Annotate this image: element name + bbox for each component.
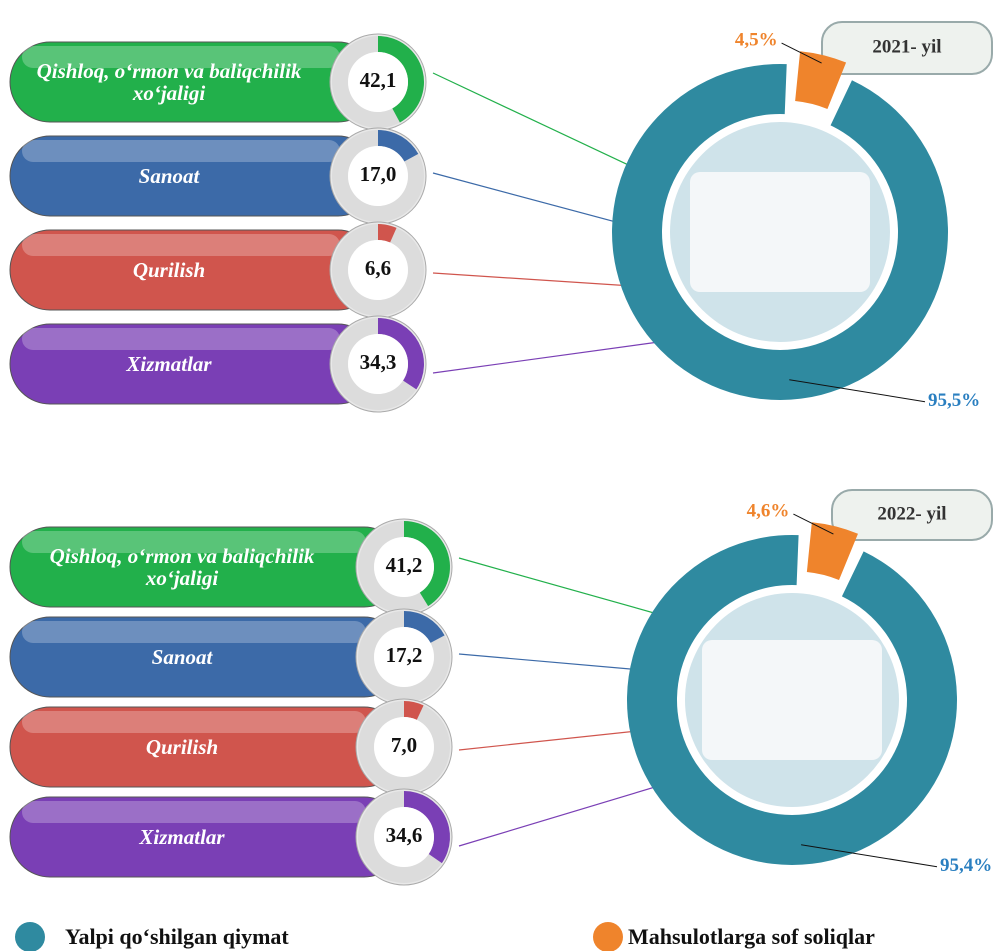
infographic: 42,1 17,0 6,6 34,3 2021- yil 4,5% 95,5% 41,2 17,… [0, 0, 1004, 951]
center-picture [702, 640, 882, 760]
value-label: 6,6 [365, 256, 391, 280]
chart-title: 2022- yil [877, 503, 946, 524]
connector [433, 343, 655, 374]
donut-slice [807, 522, 858, 580]
value-label: 34,6 [386, 823, 423, 847]
donut-slice [795, 51, 846, 109]
value-label: 34,3 [360, 350, 397, 374]
value-label: 95,5% [928, 390, 980, 411]
connector [433, 73, 655, 178]
legend-label: Yalpi qo‘shilgan qiymat [65, 924, 289, 949]
category-label: Qishloq, o‘rmon va baliqchilik xo‘jaligi [30, 44, 308, 120]
category-label: Xizmatlar [30, 326, 308, 402]
value-label: 41,2 [386, 553, 423, 577]
category-label: Qurilish [30, 709, 334, 785]
category-label: Sanoat [30, 138, 308, 214]
center-picture [690, 172, 870, 292]
connector [459, 783, 670, 847]
value-label: 4,6% [747, 500, 790, 521]
value-label: 4,5% [735, 29, 778, 50]
value-label: 7,0 [391, 733, 417, 757]
chart-title: 2021- yil [872, 36, 941, 57]
value-label: 95,4% [940, 855, 992, 876]
legend-label: Mahsulotlarga sof soliqlar [628, 924, 875, 949]
category-label: Qurilish [30, 232, 308, 308]
value-label: 17,0 [360, 162, 397, 186]
connector [459, 558, 670, 618]
legend-swatch [15, 922, 45, 951]
value-label: 42,1 [360, 68, 397, 92]
category-label: Xizmatlar [30, 799, 334, 875]
legend-swatch [593, 922, 623, 951]
category-label: Sanoat [30, 619, 334, 695]
category-label: Qishloq, o‘rmon va baliqchilik xo‘jaligi [30, 529, 334, 605]
value-label: 17,2 [386, 643, 423, 667]
